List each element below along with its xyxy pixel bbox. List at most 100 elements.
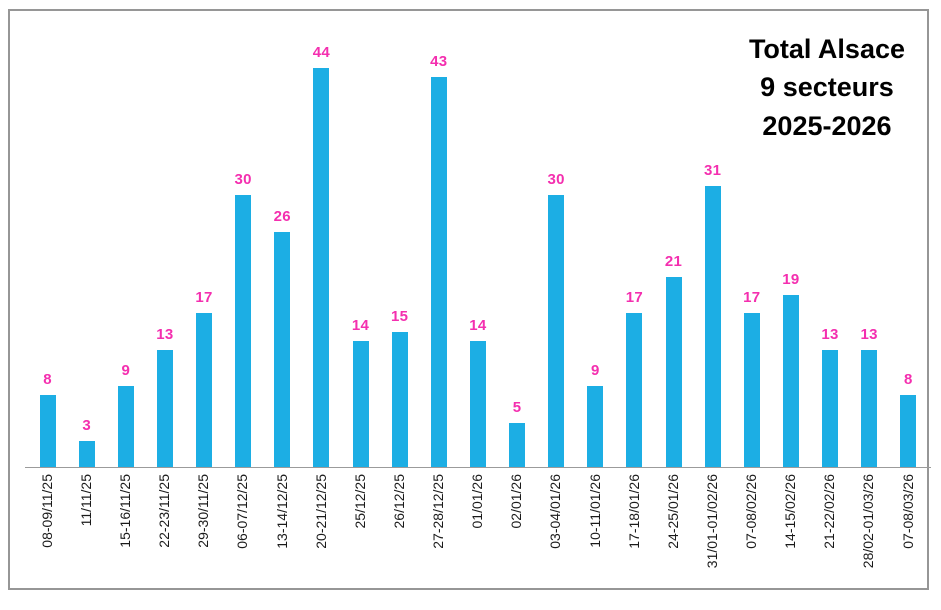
data-label: 26: [273, 208, 291, 225]
bar: [587, 386, 604, 468]
chart-border: [8, 9, 929, 590]
data-label: 43: [430, 53, 448, 70]
bar: [313, 68, 330, 468]
bar-column: 8: [889, 371, 928, 468]
bar: [743, 313, 760, 468]
data-label: 9: [121, 362, 131, 379]
bar: [391, 332, 408, 468]
bar-column: 14: [458, 317, 497, 468]
data-label: 21: [664, 253, 683, 270]
bar-column: 13: [145, 326, 184, 468]
x-axis-labels: 08-09/11/25 11/11/25 15-16/11/25 22-23/11/2…: [28, 474, 928, 596]
x-axis-label: 22-23/11/25: [156, 474, 173, 548]
bar: [782, 295, 799, 468]
bar: [626, 313, 643, 468]
x-axis-label: 11/11/25: [77, 474, 94, 527]
chart-title-line-3: 2025-2026: [762, 110, 892, 141]
bar-column: 13: [850, 326, 889, 468]
plot-area: 8 3 9 13 17 30 26 44 14 15 43 14 5 30 9 17 21 31 17 19 13 13 8: [28, 38, 928, 468]
x-axis-label: 10-11/01/26: [586, 474, 603, 548]
x-axis-label: 29-30/11/25: [195, 474, 212, 548]
bar: [704, 186, 721, 468]
x-axis-label: 26/12/25: [390, 474, 407, 529]
data-label: 17: [625, 289, 644, 306]
bar-column: 8: [28, 371, 67, 468]
x-axis-label: 08-09/11/25: [38, 474, 55, 548]
x-axis-label: 01/01/26: [469, 474, 486, 529]
bar-column: 26: [263, 208, 302, 468]
data-label: 17: [743, 289, 761, 306]
bar-column: 9: [576, 362, 615, 468]
data-label: 17: [195, 289, 213, 306]
data-label: 13: [156, 326, 174, 343]
chart-title-line-1: Total Alsace: [748, 34, 905, 64]
bar-column: 13: [811, 326, 850, 468]
x-axis-label: 20-21/12/25: [312, 474, 329, 549]
bar-column: 43: [419, 53, 458, 468]
x-axis-label: 03-04/01/26: [547, 474, 564, 549]
data-label: 31: [704, 162, 722, 179]
bar-column: 3: [67, 417, 106, 468]
bar: [900, 395, 917, 468]
bar: [548, 195, 565, 468]
chart-title-line-2: 9 secteurs: [760, 72, 894, 103]
data-label: 14: [351, 317, 370, 334]
bar-column: 5: [498, 399, 537, 468]
bar-column: 30: [537, 171, 576, 468]
bar-column: 21: [654, 253, 693, 468]
bar-column: 17: [615, 289, 654, 468]
data-label: 19: [782, 271, 800, 288]
data-label: 13: [821, 326, 839, 343]
x-axis-label: 31/01-01/02/26: [703, 474, 720, 569]
data-label: 44: [312, 44, 331, 61]
bar-column: 9: [106, 362, 145, 468]
x-axis-label: 27-28/12/25: [430, 474, 447, 549]
bar: [352, 341, 369, 468]
bar: [822, 350, 839, 468]
data-label: 13: [860, 326, 878, 343]
bar-column: 19: [771, 271, 810, 468]
chart-title: Total Alsace 9 secteurs 2025-2026: [749, 30, 905, 145]
bar-column: 44: [302, 44, 341, 468]
x-axis-label: 15-16/11/25: [117, 474, 134, 548]
x-axis-line: [25, 467, 931, 468]
bar-column: 14: [341, 317, 380, 468]
bar-column: 17: [185, 289, 224, 468]
data-label: 8: [43, 371, 52, 388]
data-label: 15: [391, 308, 409, 325]
x-axis-label: 02/01/26: [508, 474, 525, 529]
bar: [196, 313, 213, 468]
x-axis-label: 25/12/25: [351, 474, 368, 529]
bar: [156, 350, 173, 468]
bar: [78, 441, 95, 468]
x-axis-label: 13-14/12/25: [273, 474, 290, 549]
data-label: 5: [512, 399, 522, 416]
bar-column: 15: [380, 308, 419, 468]
bar: [469, 341, 486, 468]
bar: [861, 350, 878, 468]
bar-column: 31: [693, 162, 732, 468]
bar-column: 17: [732, 289, 771, 468]
bar: [509, 423, 526, 468]
bar: [430, 77, 447, 468]
bar: [235, 195, 252, 468]
x-axis-label: 24-25/01/26: [664, 474, 681, 549]
x-axis-label: 21-22/02/26: [821, 474, 838, 549]
data-label: 3: [82, 417, 92, 434]
x-axis-label: 06-07/12/25: [234, 474, 251, 549]
data-label: 8: [903, 371, 913, 388]
x-axis-label: 14-15/02/26: [782, 474, 799, 549]
x-axis-label: 17-18/01/26: [625, 474, 642, 549]
data-label: 9: [590, 362, 600, 379]
data-label: 30: [234, 171, 252, 188]
x-axis-label: 07-08/03/26: [899, 474, 916, 549]
bar: [274, 232, 291, 468]
data-label: 14: [469, 317, 487, 334]
x-axis-label: 28/02-01/03/26: [860, 474, 877, 569]
bar: [665, 277, 682, 468]
bar: [117, 386, 134, 468]
bar: [39, 395, 56, 468]
x-axis-label: 07-08/02/26: [743, 474, 760, 549]
bar-column: 30: [224, 171, 263, 468]
